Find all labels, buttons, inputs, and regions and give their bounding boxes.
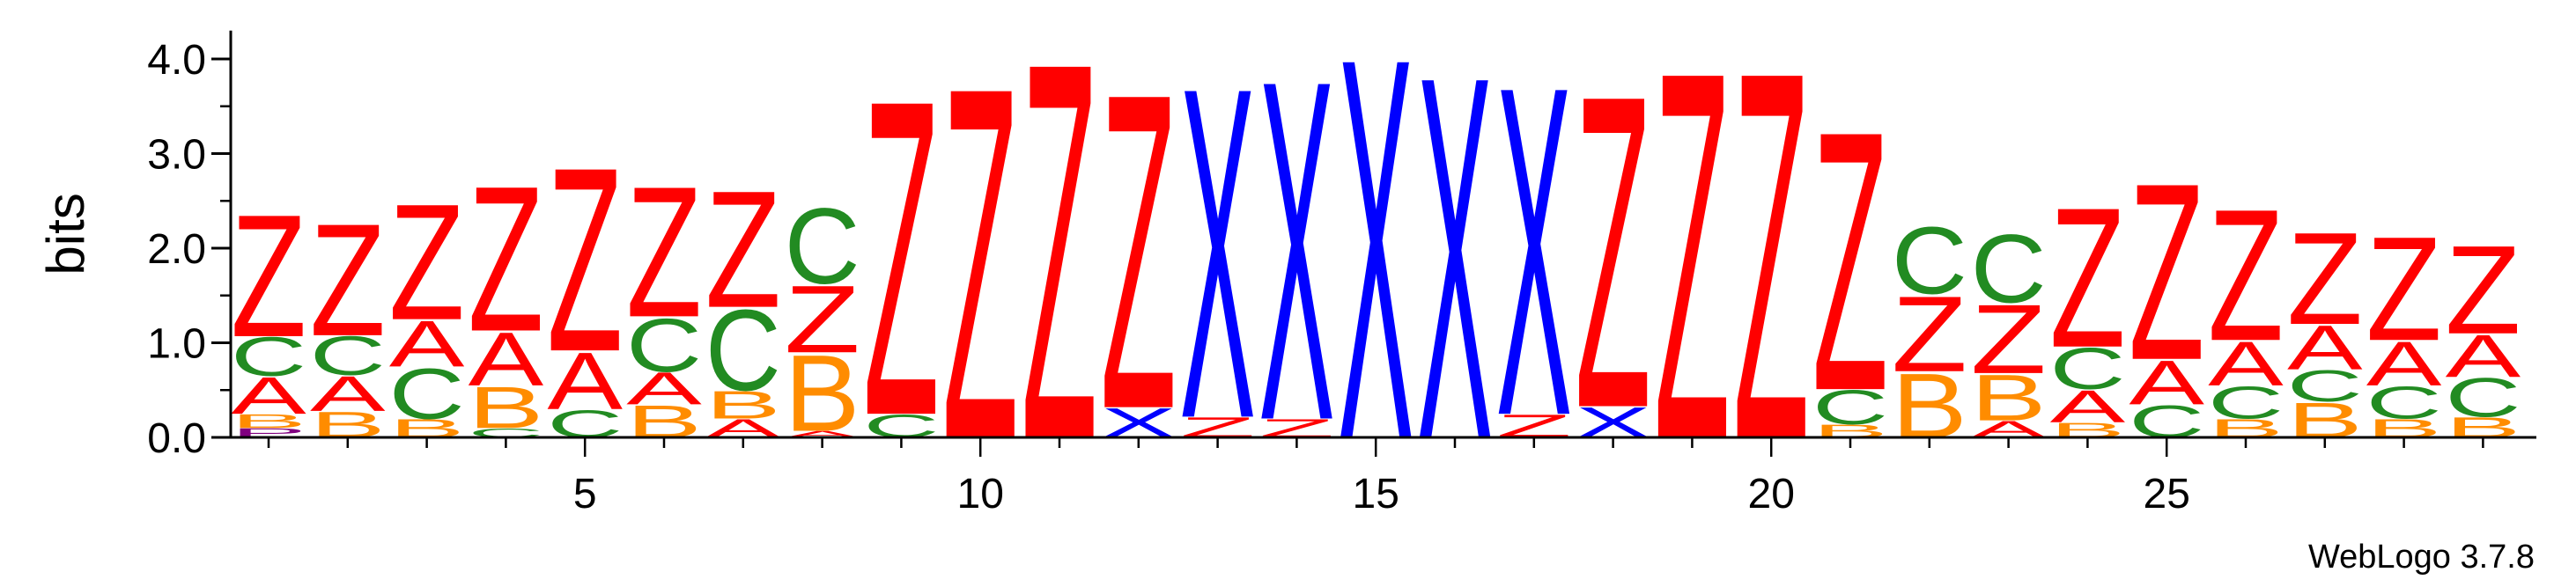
y-tick-label: 2.0 [147, 226, 206, 273]
logo-letter-z: Z [1892, 274, 1967, 393]
logo-letter-a: A [2050, 380, 2126, 432]
logo-letter-c: C [2208, 378, 2284, 429]
logo-letter-b: B [705, 384, 781, 428]
logo-letter-c: C [1812, 380, 1888, 435]
weblogo-version-footer: WebLogo 3.7.8 [2308, 539, 2535, 576]
axes [229, 30, 2536, 439]
logo-letter-x: X [1338, 0, 1413, 554]
logo-letter-c: C [1971, 215, 2047, 323]
logo-letter-z: Z [547, 114, 623, 407]
logo-letter-x: X [1180, 0, 1256, 517]
logo-letter-z: Z [785, 266, 860, 373]
logo-letter-a: A [231, 366, 306, 425]
logo-letter-z: Z [1733, 0, 1809, 549]
logo-letter-c: C [2366, 378, 2442, 429]
logo-letter-a: A [2208, 329, 2284, 400]
logo-letter-b: B [231, 410, 306, 432]
logo-letter-b: B [785, 333, 860, 454]
logo-letter-a: A [310, 366, 386, 422]
logo-letter-a: A [389, 308, 465, 381]
logo-letter-z: Z [1971, 284, 2047, 394]
logo-letter-z: Z [626, 149, 702, 357]
x-tick-label: 5 [573, 471, 597, 517]
logo-letter-z: Z [310, 192, 386, 371]
logo-letter-z: Z [863, 5, 939, 510]
y-tick-label: 1.0 [147, 321, 206, 368]
logo-letter-z: Z [2129, 131, 2204, 413]
logo-letter-c: C [626, 303, 702, 387]
logo-letter-c: C [2287, 362, 2363, 412]
logo-letter-z: Z [2366, 205, 2442, 371]
logo-letter-a: A [2287, 312, 2363, 383]
logo-letter-z: Z [1101, 0, 1177, 503]
logo-letter-z: Z [942, 0, 1018, 545]
logo-letter-c: C [389, 353, 465, 434]
logo-letter-c: C [785, 186, 860, 306]
logo-letter-a: A [547, 335, 623, 426]
logo-letter-c: C [2049, 336, 2125, 402]
logo-letter-c: C [2445, 367, 2521, 429]
logo-letter-a: A [469, 317, 544, 401]
logo-letter-z: Z [1654, 0, 1730, 549]
logo-letter-z: Z [2049, 166, 2125, 390]
logo-letter-c: C [705, 285, 781, 415]
logo-letter-z: Z [468, 143, 543, 376]
logo-letter-z: Z [2208, 171, 2284, 380]
x-axis-ticks: 5 10 15 20 25 [267, 437, 2484, 517]
logo-letter-c: C [310, 326, 386, 387]
x-tick-label: 20 [1748, 471, 1795, 517]
logo-letter-a: A [626, 363, 702, 415]
logo-letter-a: A [2446, 322, 2521, 390]
logo-letter-z: Z [231, 179, 306, 374]
x-tick-label: 10 [957, 471, 1004, 517]
logo-letter-z: Z [705, 157, 781, 342]
logo-letter-z: Z [2445, 220, 2521, 361]
logo-letter-z: Z [389, 171, 465, 355]
logo-letter-a: A [2129, 348, 2204, 418]
logo-letter-c: C [231, 327, 306, 388]
logo-letter-b: B [1971, 362, 2047, 435]
logo-letter-c: C [1892, 208, 1967, 314]
logo-letter-x: X [1417, 0, 1493, 548]
logo-letter-z: Z [2287, 205, 2363, 352]
logo-letter-a: A [785, 429, 860, 440]
logo-letter-x: X [1258, 0, 1334, 523]
logo-letter-z: Z [1812, 54, 1888, 468]
y-axis-ticks: 0.0 1.0 2.0 3.0 4.0 [147, 37, 231, 462]
logo-letter-b: B [468, 374, 543, 440]
y-tick-label: 0.0 [147, 415, 206, 462]
logo-letter-z: Z [1022, 0, 1097, 553]
logo-letter-z: Z [1576, 2, 1651, 501]
x-tick-label: 15 [1353, 471, 1399, 517]
logo-letter-x: X [1496, 0, 1572, 514]
y-tick-label: 4.0 [147, 37, 206, 84]
x-tick-label: 25 [2144, 471, 2190, 517]
y-axis-label: bits [36, 193, 95, 275]
y-tick-label: 3.0 [147, 132, 206, 179]
logo-letter-a: A [2366, 329, 2442, 400]
